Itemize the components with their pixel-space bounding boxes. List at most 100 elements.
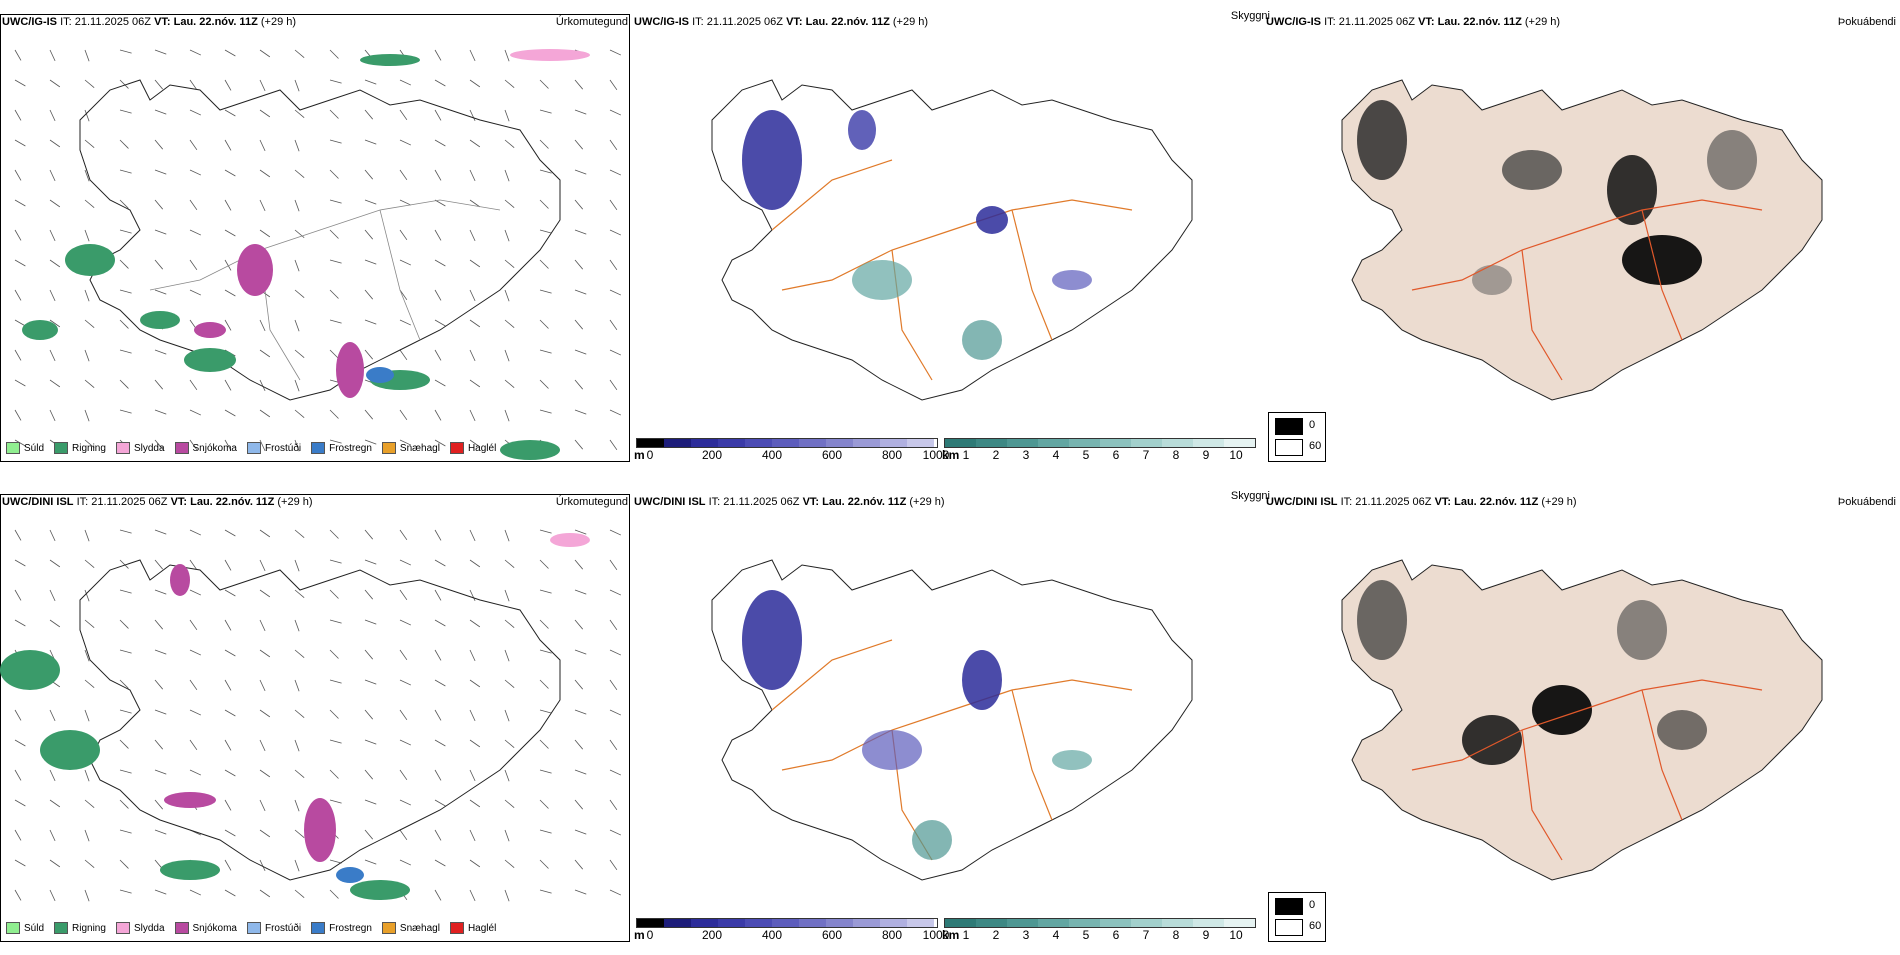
wind-barb <box>49 229 56 242</box>
wind-barb <box>609 769 622 776</box>
legend-swatch <box>115 442 130 454</box>
wind-barb <box>14 259 26 267</box>
wind-barb <box>14 229 22 241</box>
wind-barb <box>434 139 446 147</box>
wind-barb <box>504 529 510 542</box>
wind-barb <box>574 379 584 390</box>
wind-barb <box>14 829 22 841</box>
legend-swatch <box>311 922 326 934</box>
wind-barb <box>364 289 374 300</box>
legend-label: Súld <box>24 442 45 454</box>
it-value: 21.11.2025 06Z <box>723 496 800 508</box>
legend-item: Haglél <box>449 922 497 934</box>
wind-barb <box>49 289 56 302</box>
wind-barb <box>294 529 305 539</box>
wind-barb <box>574 829 587 835</box>
wind-barb <box>294 349 305 359</box>
wind-barb <box>469 829 476 842</box>
wind-barb <box>504 319 515 329</box>
wind-barb <box>399 139 412 146</box>
iceland-outline <box>711 559 1193 881</box>
wind-barb <box>539 289 552 294</box>
precip-blobs <box>0 533 590 900</box>
wind-barb <box>154 439 164 450</box>
wind-barb <box>504 49 510 62</box>
cloud-panel: UWC/DINI ISL IT: 21.11.2025 06Z VT: Lau.… <box>632 480 1272 955</box>
iceland-outline <box>711 79 1193 401</box>
wind-barb <box>539 739 549 749</box>
wind-barb <box>49 709 56 722</box>
wind-barb <box>469 109 476 122</box>
cloud-base-unit: m <box>634 928 645 942</box>
wind-barb <box>84 409 90 422</box>
wind-barb <box>329 199 342 204</box>
tick: 0 <box>646 928 654 942</box>
legend-label: Haglél <box>467 922 497 934</box>
wind-barb <box>329 109 339 119</box>
wind-barb <box>504 409 510 422</box>
wind-barb <box>329 259 342 264</box>
wind-barb <box>364 79 377 85</box>
wind-barb <box>574 889 587 895</box>
precip-blobs <box>22 49 590 460</box>
wind-barb <box>14 739 26 747</box>
wind-barb <box>504 829 510 842</box>
legend-item: Frostregn <box>311 442 372 454</box>
wind-barb <box>119 679 129 689</box>
wind-barb <box>49 409 56 422</box>
tick: 5 <box>1082 448 1090 462</box>
wind-barb <box>294 739 300 752</box>
wind-barb <box>539 139 549 149</box>
wind-barb <box>224 859 232 871</box>
wind-barb <box>294 649 305 659</box>
wind-barb <box>574 109 587 115</box>
wind-barb <box>504 79 515 89</box>
lead-time: (+29 h) <box>1541 496 1577 508</box>
wind-barb <box>399 109 408 121</box>
wind-barb <box>84 709 90 722</box>
wind-barb <box>399 559 412 566</box>
wind-barb <box>259 229 271 238</box>
wind-barb <box>434 229 442 241</box>
wind-barb <box>259 409 271 418</box>
wind-barb <box>434 559 446 567</box>
wind-barb <box>434 199 446 207</box>
wind-barb <box>84 139 95 149</box>
tick: 800 <box>881 448 903 462</box>
wind-barb <box>259 679 266 692</box>
wind-barb <box>189 649 202 656</box>
model-name: UWC/DINI ISL <box>2 496 74 508</box>
wind-barb <box>49 319 61 328</box>
wind-barb <box>294 199 300 212</box>
wind-barb <box>84 319 95 329</box>
fog-swatch-black <box>1275 898 1303 915</box>
vt-value: Lau. 22.nóv. 11Z <box>173 16 258 28</box>
wind-barb <box>574 289 587 295</box>
wind-barb <box>259 319 266 332</box>
wind-barb <box>189 139 198 151</box>
precip-map-svg <box>14 49 622 460</box>
wind-barb <box>224 529 236 537</box>
wind-barb <box>329 529 339 539</box>
cloud-base-swatches <box>636 918 938 928</box>
wind-barb <box>364 349 374 360</box>
wind-barb <box>469 169 476 182</box>
wind-barb <box>469 589 476 602</box>
wind-barb <box>84 529 90 542</box>
vt-value: Lau. 22.nóv. 11Z <box>805 16 890 28</box>
wind-barb <box>364 439 377 445</box>
wind-barb <box>259 349 271 358</box>
vt-value: Lau. 22.nóv. 11Z <box>1454 496 1539 508</box>
wind-barb <box>189 259 198 271</box>
wind-barb <box>84 49 90 62</box>
wind-barb <box>329 319 342 324</box>
it-label: IT: <box>60 16 72 28</box>
wind-barb <box>189 589 202 596</box>
wind-barb <box>609 199 618 211</box>
precip-map <box>0 30 630 460</box>
vt-value: Lau. 22.nóv. 11Z <box>1437 16 1522 28</box>
wind-barb <box>504 859 515 869</box>
wind-barb <box>294 829 305 839</box>
wind-barb <box>434 679 446 687</box>
wind-barb <box>119 349 132 354</box>
